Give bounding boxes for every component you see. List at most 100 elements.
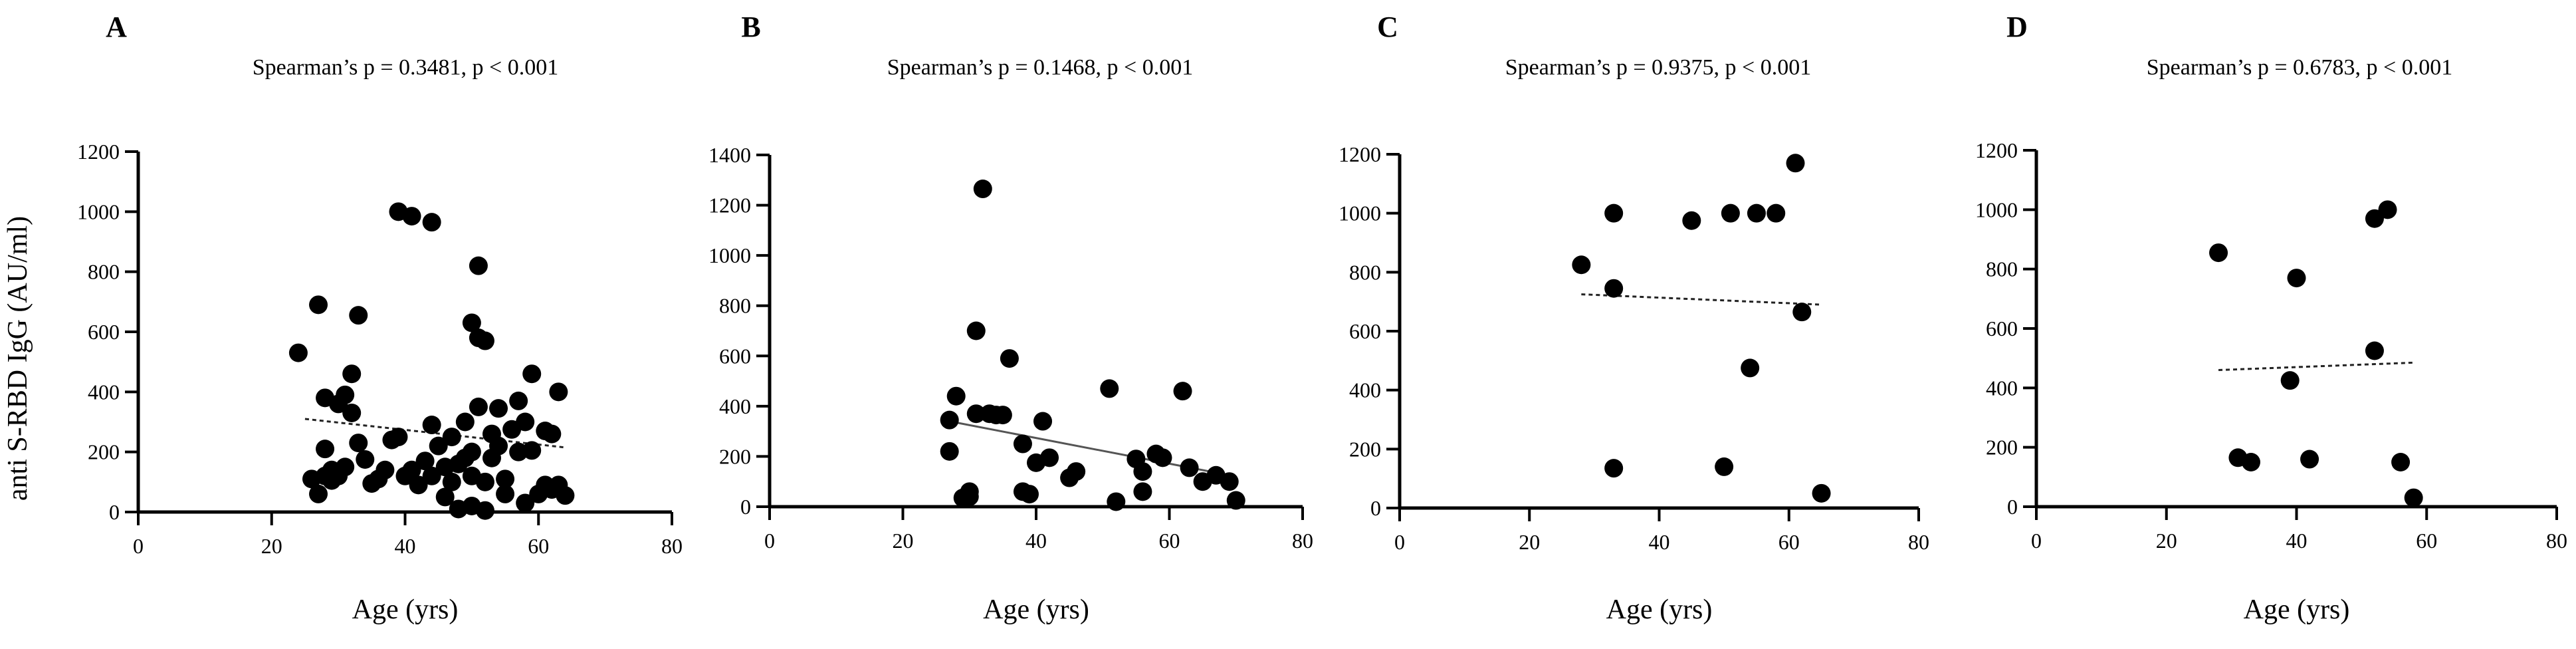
data-point: [556, 486, 575, 505]
data-point: [1100, 379, 1119, 398]
data-point: [2378, 200, 2397, 219]
data-point: [1812, 483, 1831, 503]
panel-letter: D: [2006, 11, 2028, 43]
data-point: [973, 180, 992, 199]
data-point: [422, 466, 441, 485]
y-tick-label: 0: [2007, 495, 2018, 519]
y-tick-label: 400: [1349, 378, 1381, 402]
chart-title: Spearman’s p = 0.1468, p < 0.001: [887, 55, 1193, 80]
x-tick-label: 60: [1159, 529, 1180, 553]
data-point: [469, 397, 488, 416]
y-tick-label: 0: [109, 500, 120, 524]
data-point: [2404, 488, 2423, 507]
data-point: [2209, 243, 2228, 263]
data-point: [1572, 255, 1591, 275]
data-point: [462, 313, 481, 332]
data-point: [993, 406, 1012, 425]
x-tick-label: 40: [2286, 529, 2308, 553]
y-tick-label: 1200: [77, 140, 120, 164]
panel-letter: C: [1377, 11, 1398, 43]
data-point: [1604, 279, 1624, 298]
x-tick-label: 0: [2031, 529, 2042, 553]
data-point: [940, 442, 959, 461]
data-point: [2300, 450, 2319, 469]
data-point: [342, 364, 362, 384]
data-point: [496, 469, 515, 489]
y-tick-label: 1000: [1339, 201, 1381, 225]
y-axis-label: anti S-RBD IgG (AU/ml): [3, 216, 33, 501]
x-tick-label: 0: [1394, 530, 1405, 554]
data-point: [522, 364, 542, 384]
x-tick-label: 60: [528, 534, 549, 558]
data-point: [1220, 472, 1239, 491]
y-tick-label: 0: [740, 495, 751, 519]
data-point: [1786, 154, 1805, 173]
data-point: [2280, 371, 2300, 390]
data-point: [1000, 349, 1019, 368]
data-point: [349, 434, 368, 453]
data-point: [435, 487, 455, 507]
y-tick-label: 800: [1349, 260, 1381, 284]
data-point: [442, 428, 461, 447]
data-point: [1033, 412, 1053, 431]
data-point: [489, 436, 508, 455]
data-point: [1013, 434, 1032, 454]
data-point: [455, 412, 475, 432]
trend-line: [2218, 361, 2414, 372]
trend-line: [1581, 293, 1822, 306]
data-point: [940, 410, 959, 430]
data-point: [516, 412, 535, 432]
x-tick-label: 40: [1649, 530, 1670, 554]
y-tick-label: 200: [88, 440, 120, 464]
x-tick-label: 40: [1025, 529, 1047, 553]
data-point: [1153, 448, 1172, 467]
data-point: [309, 295, 328, 315]
y-tick-label: 800: [719, 294, 751, 318]
x-tick-label: 20: [261, 534, 282, 558]
data-point: [496, 484, 515, 503]
data-point: [442, 472, 461, 491]
panel-letter: A: [106, 11, 127, 43]
y-tick-label: 1000: [708, 243, 751, 267]
x-tick-label: 80: [1908, 530, 1929, 554]
data-point: [1682, 211, 1701, 230]
x-tick-label: 80: [1292, 529, 1313, 553]
x-axis-label: Age (yrs): [352, 594, 459, 625]
y-tick-label: 200: [719, 444, 751, 468]
data-point: [415, 452, 435, 471]
data-point: [376, 460, 395, 479]
data-point: [1747, 203, 1766, 223]
y-tick-label: 400: [88, 380, 120, 404]
y-tick-label: 200: [1349, 437, 1381, 461]
data-point: [475, 501, 494, 520]
data-point: [422, 213, 441, 232]
y-tick-label: 800: [1986, 257, 2018, 281]
data-point: [469, 256, 488, 275]
data-point: [475, 331, 494, 350]
data-point: [1173, 382, 1192, 401]
data-point: [2287, 269, 2306, 288]
data-point: [462, 442, 481, 461]
data-point: [342, 403, 362, 422]
y-tick-label: 600: [1986, 317, 2018, 340]
data-point: [1767, 203, 1786, 223]
x-tick-label: 20: [893, 529, 914, 553]
data-point: [549, 382, 568, 402]
x-tick-label: 0: [133, 534, 144, 558]
data-point: [402, 460, 421, 479]
y-tick-label: 1400: [708, 143, 751, 167]
data-point: [542, 424, 562, 444]
data-point: [389, 428, 408, 447]
data-point: [946, 386, 966, 406]
x-tick-label: 80: [2546, 529, 2567, 553]
data-point: [1721, 203, 1740, 223]
data-point: [2365, 209, 2384, 228]
data-point: [966, 321, 986, 340]
data-point: [516, 493, 535, 513]
chart-title: Spearman’s p = 0.3481, p < 0.001: [253, 55, 558, 80]
